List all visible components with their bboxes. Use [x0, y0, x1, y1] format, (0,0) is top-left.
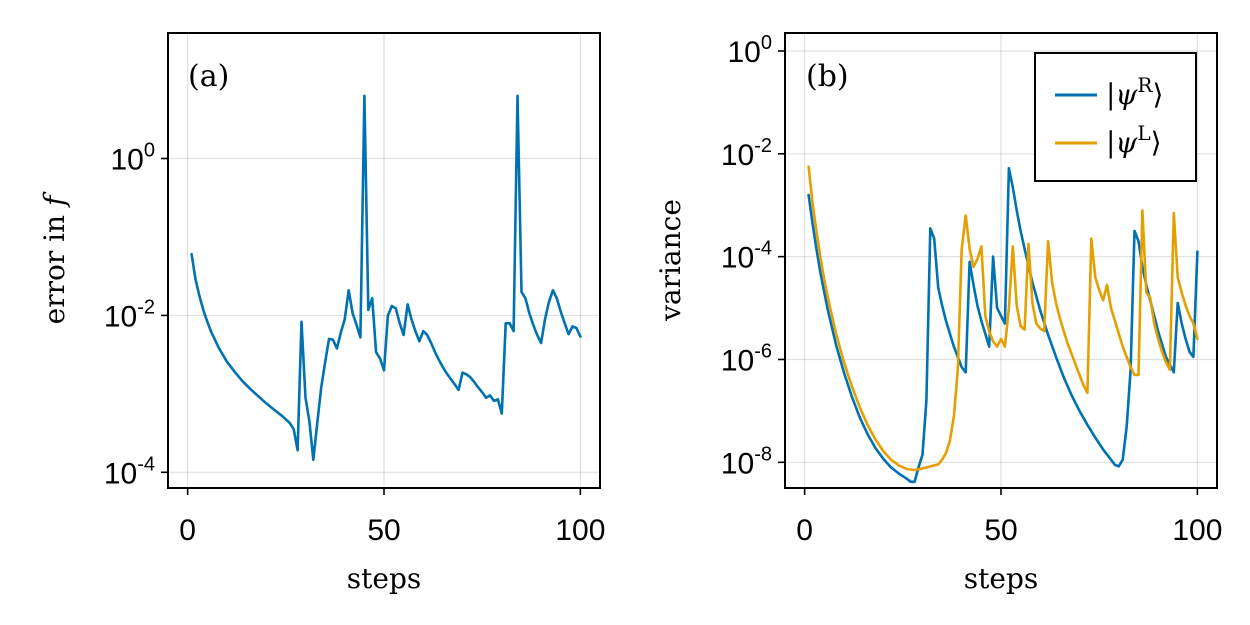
legend-label-l: |ψL⟩: [1106, 121, 1162, 159]
y-axis-label-a-text: error in: [38, 206, 71, 324]
x-tick-label: 100: [1172, 514, 1222, 547]
y-tick-label: 10-4: [104, 453, 155, 490]
y-tick-label: 100: [728, 32, 773, 69]
series-a: [190, 94, 582, 462]
y-tick-label: 100: [111, 140, 156, 177]
y-tick-label: 10-4: [721, 238, 772, 275]
panel-label-b: (b): [806, 59, 849, 94]
series-b: [807, 165, 1199, 484]
y-tick-label: 10-2: [104, 296, 155, 333]
y-tick-label: 10-6: [721, 340, 772, 377]
legend-label-l-psi: |ψ: [1106, 126, 1138, 159]
y-axis-label-b: variance: [654, 199, 687, 322]
legend-label-l-sup: L: [1137, 121, 1150, 145]
panel-a: 0 50 100 100 10-2 10-4 (a) steps error in f: [38, 32, 606, 595]
x-tick-label: 0: [796, 514, 813, 547]
y-axis-label-a-var: f: [38, 191, 71, 208]
ticks-b: 0 50 100 100 10-2 10-4 10-6 10-8: [721, 32, 1223, 547]
x-tick-label: 100: [555, 514, 605, 547]
x-tick-label: 0: [179, 514, 196, 547]
grid-a: [168, 33, 600, 488]
panel-b: 0 50 100 100 10-2 10-4 10-6 10-8 (b) steps vari…: [654, 32, 1222, 595]
legend-label-r-psi: |ψ: [1106, 78, 1138, 111]
series-line-a-0: [190, 94, 582, 462]
legend: |ψR⟩ |ψL⟩: [1034, 52, 1197, 182]
x-axis-label-b: steps: [964, 562, 1038, 595]
legend-label-l-close: ⟩: [1151, 126, 1162, 159]
ticks-a: 0 50 100 100 10-2 10-4: [104, 140, 606, 547]
legend-label-r-sup: R: [1137, 73, 1153, 97]
legend-box: [1034, 52, 1197, 182]
series-line-b-1: [807, 165, 1199, 472]
panel-label-a: (a): [188, 59, 229, 94]
legend-label-r: |ψR⟩: [1106, 73, 1163, 111]
x-axis-label-a: steps: [347, 562, 421, 595]
x-tick-label: 50: [984, 514, 1017, 547]
y-axis-label-a: error in f: [38, 191, 71, 324]
plot-frame-a: [167, 32, 601, 489]
y-tick-label: 10-8: [721, 443, 772, 480]
legend-label-r-close: ⟩: [1152, 78, 1163, 111]
plot-frame-b: [784, 32, 1218, 489]
x-tick-label: 50: [367, 514, 400, 547]
y-tick-label: 10-2: [721, 135, 772, 172]
